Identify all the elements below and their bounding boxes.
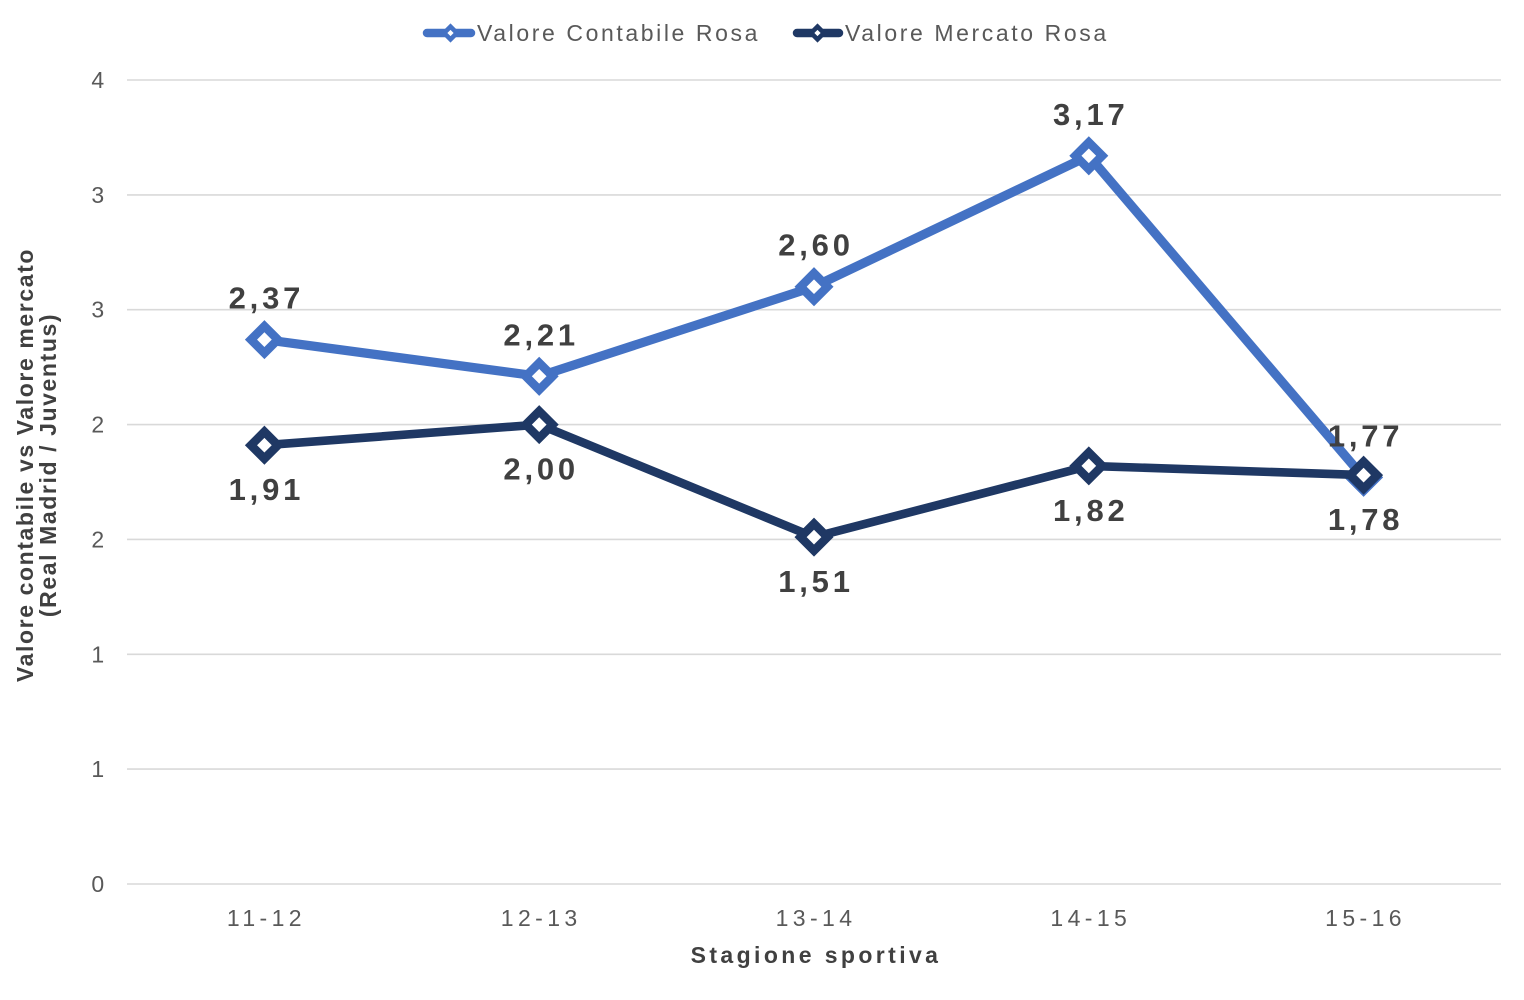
svg-text:1,91: 1,91 <box>229 472 305 507</box>
svg-text:3: 3 <box>91 182 108 208</box>
svg-text:3,17: 3,17 <box>1053 97 1129 132</box>
svg-text:2: 2 <box>91 526 108 552</box>
svg-text:2,60: 2,60 <box>778 228 854 263</box>
svg-text:1,77: 1,77 <box>1328 418 1404 453</box>
svg-text:12-13: 12-13 <box>501 905 582 931</box>
svg-text:Stagione sportiva: Stagione sportiva <box>691 942 942 968</box>
svg-text:14-15: 14-15 <box>1050 905 1131 931</box>
svg-text:1,78: 1,78 <box>1328 502 1404 537</box>
svg-text:2,00: 2,00 <box>503 452 579 487</box>
svg-text:2: 2 <box>91 412 108 438</box>
svg-text:1: 1 <box>91 756 108 782</box>
svg-text:0: 0 <box>91 871 108 897</box>
svg-text:11-12: 11-12 <box>227 905 306 931</box>
svg-text:(Real Madrid / Juventus): (Real Madrid / Juventus) <box>35 313 61 617</box>
svg-text:3: 3 <box>91 297 108 323</box>
svg-text:1,82: 1,82 <box>1053 493 1129 528</box>
svg-text:2,37: 2,37 <box>229 281 305 316</box>
svg-text:4: 4 <box>91 67 108 93</box>
svg-text:1,51: 1,51 <box>778 564 854 599</box>
svg-text:13-14: 13-14 <box>776 905 857 931</box>
svg-text:Valore contabile vs Valore mer: Valore contabile vs Valore mercato <box>12 248 38 682</box>
svg-text:15-16: 15-16 <box>1325 905 1406 931</box>
svg-text:2,21: 2,21 <box>503 317 579 352</box>
svg-text:Valore Contabile Rosa: Valore Contabile Rosa <box>477 20 760 46</box>
svg-text:1: 1 <box>91 641 108 667</box>
svg-text:Valore Mercato Rosa: Valore Mercato Rosa <box>845 20 1109 46</box>
